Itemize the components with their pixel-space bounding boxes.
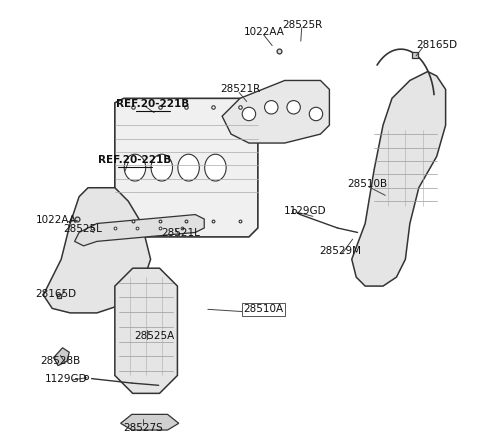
- Ellipse shape: [204, 154, 226, 181]
- Polygon shape: [115, 268, 178, 393]
- Text: REF.20-221B: REF.20-221B: [98, 155, 171, 164]
- Text: 28165D: 28165D: [35, 289, 76, 299]
- Polygon shape: [74, 215, 204, 246]
- Text: 28528B: 28528B: [40, 356, 81, 366]
- Text: 28521R: 28521R: [220, 84, 260, 94]
- Ellipse shape: [242, 107, 256, 121]
- Text: 28525R: 28525R: [282, 20, 323, 30]
- Text: 28510A: 28510A: [243, 304, 284, 314]
- Ellipse shape: [264, 101, 278, 114]
- Ellipse shape: [287, 101, 300, 114]
- Text: REF.20-221B: REF.20-221B: [116, 99, 190, 109]
- Polygon shape: [97, 98, 258, 237]
- Text: 28529M: 28529M: [320, 246, 361, 256]
- Text: 28521L: 28521L: [162, 228, 201, 238]
- Ellipse shape: [309, 107, 323, 121]
- Polygon shape: [54, 348, 69, 366]
- Polygon shape: [120, 414, 179, 430]
- Ellipse shape: [178, 154, 199, 181]
- Ellipse shape: [124, 154, 146, 181]
- Text: 28165D: 28165D: [416, 40, 457, 50]
- Text: 28510B: 28510B: [348, 179, 387, 189]
- Text: 28527S: 28527S: [123, 423, 163, 433]
- Polygon shape: [222, 80, 329, 143]
- Text: 1022AA: 1022AA: [36, 215, 76, 225]
- Ellipse shape: [151, 154, 172, 181]
- Text: 1022AA: 1022AA: [244, 27, 285, 37]
- Text: 28525L: 28525L: [63, 224, 102, 234]
- Polygon shape: [352, 72, 445, 286]
- Text: 1129GD: 1129GD: [284, 206, 326, 216]
- Text: 1129GD: 1129GD: [45, 374, 88, 384]
- Text: 28525A: 28525A: [134, 331, 174, 341]
- Polygon shape: [43, 188, 151, 313]
